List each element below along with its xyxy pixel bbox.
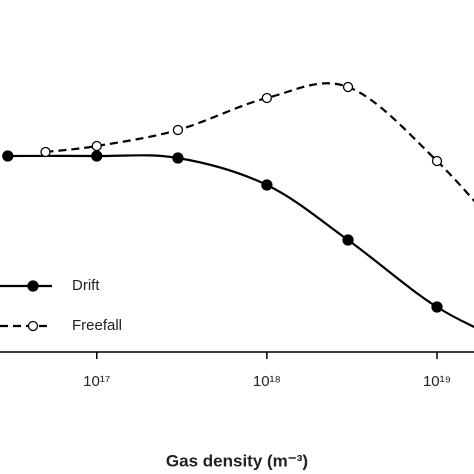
data-point xyxy=(2,150,14,162)
data-point xyxy=(261,92,273,104)
data-point xyxy=(40,146,51,158)
data-point xyxy=(342,234,354,246)
legend-label: Drift xyxy=(72,277,100,294)
data-point xyxy=(431,301,443,313)
legend-label: Freefall xyxy=(72,317,122,334)
legend-marker xyxy=(27,320,39,332)
data-point xyxy=(91,150,103,162)
data-point xyxy=(172,124,184,136)
legend-marker xyxy=(27,280,39,292)
data-point xyxy=(342,81,354,93)
data-point xyxy=(431,155,443,167)
data-point xyxy=(172,152,184,164)
series-line xyxy=(45,82,474,203)
x-tick-label: 10¹⁸ xyxy=(253,373,281,390)
x-tick-label: 10¹⁹ xyxy=(423,373,451,390)
data-point xyxy=(91,140,102,152)
data-point xyxy=(261,179,273,191)
x-tick-label: 10¹⁷ xyxy=(83,373,110,390)
plot-area xyxy=(2,81,474,329)
x-axis-label: Gas density (m⁻³) xyxy=(166,451,308,470)
